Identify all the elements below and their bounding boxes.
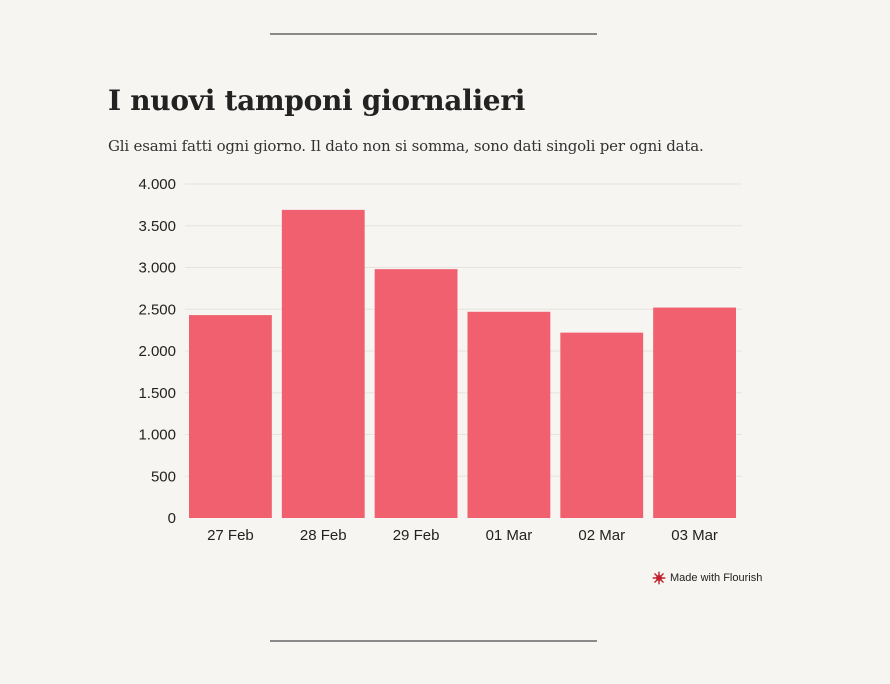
chart-subtitle: Gli esami fatti ogni giorno. Il dato non… [108, 137, 704, 155]
bar[interactable] [467, 311, 551, 518]
y-tick-label: 3.000 [138, 260, 176, 277]
y-tick-label: 500 [151, 468, 176, 485]
y-tick-label: 2.000 [138, 343, 176, 360]
bar[interactable] [189, 315, 272, 518]
chart-title: I nuovi tamponi giornalieri [108, 84, 526, 117]
y-tick-label: 4.000 [138, 176, 176, 193]
top-divider [270, 33, 597, 35]
x-tick-label: 01 Mar [486, 527, 533, 544]
x-tick-label: 28 Feb [300, 527, 347, 544]
bottom-divider [270, 640, 597, 642]
flourish-logo-icon [652, 571, 666, 585]
y-tick-label: 3.500 [138, 218, 176, 235]
y-tick-label: 2.500 [138, 301, 176, 318]
x-tick-label: 29 Feb [393, 527, 440, 544]
bars [189, 209, 736, 518]
bar[interactable] [281, 209, 365, 518]
x-tick-label: 27 Feb [207, 527, 254, 544]
flourish-credit-label: Made with Flourish [670, 572, 763, 584]
x-axis-tick-labels: 27 Feb 28 Feb 29 Feb 01 Mar 02 Mar 03 Mar [207, 527, 718, 544]
x-tick-label: 03 Mar [671, 527, 718, 544]
bar[interactable] [374, 269, 458, 518]
bar[interactable] [653, 307, 736, 518]
y-tick-label: 0 [168, 510, 176, 527]
y-tick-label: 1.000 [138, 427, 176, 444]
y-axis-tick-labels: 0 500 1.000 1.500 2.000 2.500 3.000 3.500 4.000 [138, 176, 176, 527]
y-tick-label: 1.500 [138, 385, 176, 402]
x-tick-label: 02 Mar [578, 527, 625, 544]
flourish-credit[interactable]: Made with Flourish [652, 571, 762, 585]
bar[interactable] [560, 332, 644, 518]
grid-lines [185, 183, 742, 477]
